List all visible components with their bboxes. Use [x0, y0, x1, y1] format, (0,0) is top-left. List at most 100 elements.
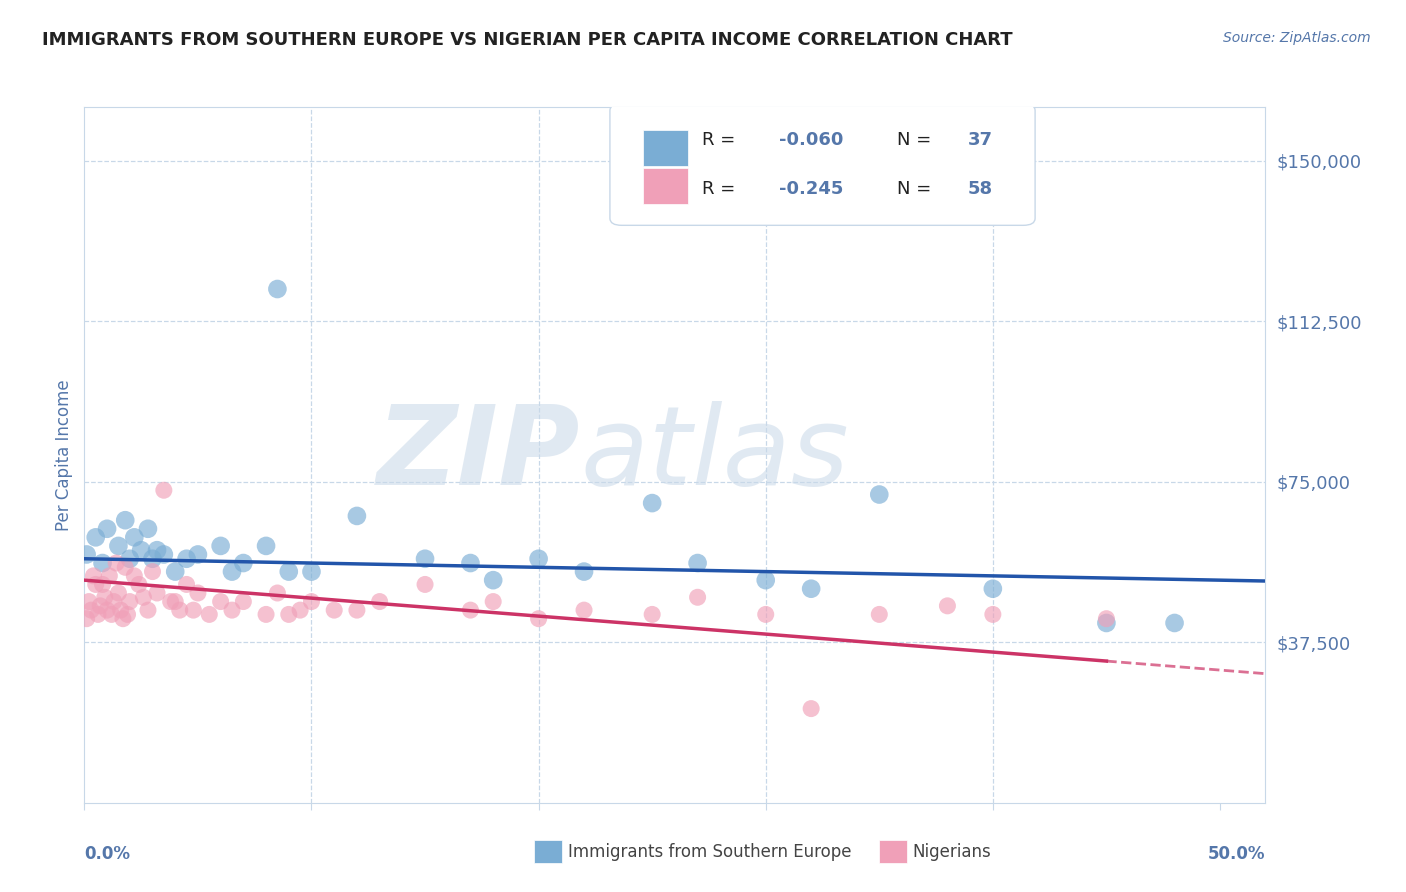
- Point: [187, 586, 209, 600]
- Point: [107, 586, 129, 600]
- Point: [124, 569, 146, 583]
- Point: [368, 594, 391, 608]
- Point: [165, 594, 187, 608]
- Point: [176, 577, 198, 591]
- Text: N =: N =: [897, 180, 936, 198]
- Point: [413, 577, 436, 591]
- Point: [346, 508, 368, 523]
- Point: [132, 591, 155, 605]
- Point: [84, 530, 107, 544]
- Point: [413, 551, 436, 566]
- Point: [100, 607, 122, 622]
- Point: [460, 556, 482, 570]
- Point: [105, 556, 128, 570]
- Point: [572, 603, 595, 617]
- Point: [91, 556, 114, 570]
- Point: [80, 603, 103, 617]
- Point: [572, 565, 595, 579]
- Point: [198, 607, 221, 622]
- Point: [117, 607, 139, 622]
- Point: [232, 556, 254, 570]
- Point: [755, 573, 778, 587]
- Text: N =: N =: [897, 130, 936, 149]
- Text: R =: R =: [702, 180, 741, 198]
- FancyBboxPatch shape: [643, 168, 688, 204]
- Text: 50.0%: 50.0%: [1208, 845, 1265, 863]
- Point: [981, 607, 1004, 622]
- Point: [110, 603, 132, 617]
- Point: [686, 591, 709, 605]
- Point: [482, 594, 505, 608]
- Point: [94, 591, 117, 605]
- Text: 58: 58: [967, 180, 993, 198]
- FancyBboxPatch shape: [643, 129, 688, 166]
- Point: [254, 607, 277, 622]
- Point: [124, 530, 146, 544]
- Point: [169, 603, 191, 617]
- Point: [1095, 612, 1118, 626]
- Text: atlas: atlas: [581, 401, 849, 508]
- Point: [141, 551, 163, 566]
- Point: [482, 573, 505, 587]
- Point: [146, 586, 169, 600]
- Point: [91, 577, 114, 591]
- Point: [641, 607, 664, 622]
- Point: [527, 612, 550, 626]
- Point: [981, 582, 1004, 596]
- Point: [114, 560, 136, 574]
- FancyBboxPatch shape: [610, 103, 1035, 226]
- Text: 37: 37: [967, 130, 993, 149]
- Point: [82, 569, 104, 583]
- Point: [111, 612, 134, 626]
- Point: [277, 607, 299, 622]
- Point: [1163, 615, 1185, 630]
- Point: [128, 577, 150, 591]
- Point: [118, 551, 141, 566]
- Point: [98, 569, 121, 583]
- Point: [323, 603, 346, 617]
- Text: Source: ZipAtlas.com: Source: ZipAtlas.com: [1223, 31, 1371, 45]
- Point: [755, 607, 778, 622]
- Point: [141, 565, 163, 579]
- Point: [1095, 615, 1118, 630]
- Point: [107, 539, 129, 553]
- Point: [76, 612, 98, 626]
- Point: [209, 539, 232, 553]
- Point: [221, 603, 243, 617]
- Point: [165, 565, 187, 579]
- Point: [346, 603, 368, 617]
- Text: IMMIGRANTS FROM SOUTHERN EUROPE VS NIGERIAN PER CAPITA INCOME CORRELATION CHART: IMMIGRANTS FROM SOUTHERN EUROPE VS NIGER…: [42, 31, 1012, 49]
- Text: R =: R =: [702, 130, 741, 149]
- Point: [136, 603, 159, 617]
- Point: [254, 539, 277, 553]
- Point: [868, 607, 890, 622]
- Point: [153, 483, 176, 498]
- Point: [288, 603, 311, 617]
- Y-axis label: Per Capita Income: Per Capita Income: [55, 379, 73, 531]
- Point: [936, 599, 959, 613]
- Point: [232, 594, 254, 608]
- Point: [114, 513, 136, 527]
- Text: -0.245: -0.245: [779, 180, 844, 198]
- Text: 0.0%: 0.0%: [84, 845, 131, 863]
- Point: [266, 282, 288, 296]
- Point: [686, 556, 709, 570]
- Point: [221, 565, 243, 579]
- Point: [87, 607, 110, 622]
- Point: [527, 551, 550, 566]
- Point: [800, 701, 823, 715]
- Point: [136, 522, 159, 536]
- Point: [129, 543, 152, 558]
- Point: [277, 565, 299, 579]
- Point: [76, 548, 98, 562]
- Point: [187, 548, 209, 562]
- Point: [118, 594, 141, 608]
- Point: [77, 594, 100, 608]
- Text: Nigerians: Nigerians: [912, 843, 991, 861]
- Text: Immigrants from Southern Europe: Immigrants from Southern Europe: [568, 843, 852, 861]
- Point: [84, 577, 107, 591]
- Text: -0.060: -0.060: [779, 130, 844, 149]
- Point: [301, 594, 323, 608]
- Point: [641, 496, 664, 510]
- Point: [183, 603, 205, 617]
